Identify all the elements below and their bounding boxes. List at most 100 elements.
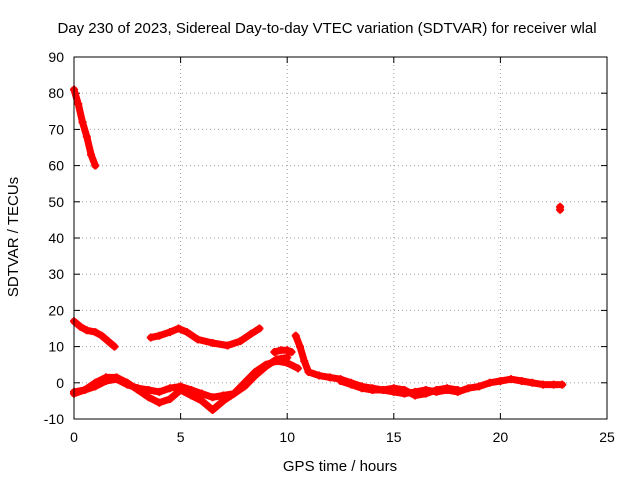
data-point xyxy=(389,384,398,393)
data-point xyxy=(293,364,302,373)
data-point xyxy=(255,324,264,333)
data-point xyxy=(208,405,217,414)
data-point xyxy=(496,376,505,385)
data-point xyxy=(144,386,153,395)
data-point xyxy=(87,150,96,159)
data-point xyxy=(91,328,100,337)
x-tick-label: 20 xyxy=(493,429,509,445)
data-point xyxy=(507,375,516,384)
data-point xyxy=(155,398,164,407)
y-tick-label: -10 xyxy=(44,411,64,427)
data-point xyxy=(187,386,196,395)
data-point xyxy=(315,371,324,380)
data-point xyxy=(528,378,537,387)
y-tick-label: 40 xyxy=(48,230,64,246)
chart-title: Day 230 of 2023, Sidereal Day-to-day VTE… xyxy=(57,20,596,37)
data-point xyxy=(336,376,345,385)
y-tick-label: 90 xyxy=(48,49,64,65)
data-point xyxy=(556,202,565,211)
data-point xyxy=(432,386,441,395)
data-point xyxy=(219,391,228,400)
data-point xyxy=(325,373,334,382)
data-series-arc-7 xyxy=(292,332,566,398)
data-point xyxy=(97,331,106,340)
data-point xyxy=(291,331,300,340)
data-point xyxy=(300,357,309,366)
data-point xyxy=(272,355,281,364)
data-point xyxy=(82,132,91,141)
x-tick-label: 25 xyxy=(599,429,615,445)
tick-labels: 0 5 10 15 20 25 -10 0 10 20 30 40 50 60 70 80 90 xyxy=(44,49,615,445)
plot-frame xyxy=(73,56,608,420)
data-point xyxy=(246,329,255,338)
data-point xyxy=(475,382,484,391)
data-point xyxy=(283,346,292,355)
data-point xyxy=(453,386,462,395)
data-point xyxy=(144,393,153,402)
data-point xyxy=(517,376,526,385)
data-point xyxy=(165,395,174,404)
data-point xyxy=(283,353,292,362)
y-tick-label: 0 xyxy=(56,375,64,391)
data-point xyxy=(229,389,238,398)
data-point xyxy=(464,384,473,393)
data-point xyxy=(193,335,202,344)
data-point xyxy=(357,384,366,393)
x-tick-label: 10 xyxy=(279,429,295,445)
data-point xyxy=(295,342,304,351)
y-tick-label: 80 xyxy=(48,85,64,101)
data-point xyxy=(110,342,119,351)
data-point xyxy=(251,371,260,380)
x-tick-label: 0 xyxy=(70,429,78,445)
data-point xyxy=(270,348,279,357)
data-point xyxy=(485,378,494,387)
y-axis-title: SDTVAR / TECUs xyxy=(5,177,22,297)
data-point xyxy=(197,396,206,405)
data-point xyxy=(558,380,567,389)
y-tick-label: 10 xyxy=(48,339,64,355)
data-point xyxy=(165,384,174,393)
data-point xyxy=(347,380,356,389)
data-point xyxy=(549,380,558,389)
data-point xyxy=(539,380,548,389)
data-point xyxy=(208,338,217,347)
data-point xyxy=(240,382,249,391)
x-tick-label: 15 xyxy=(386,429,402,445)
data-point xyxy=(80,386,89,395)
data-point xyxy=(165,328,174,337)
data-point xyxy=(182,328,191,337)
grid-lines xyxy=(74,57,607,419)
data-point xyxy=(104,337,113,346)
data-point xyxy=(112,375,121,384)
data-point xyxy=(236,337,245,346)
data-point xyxy=(146,333,155,342)
y-tick-label: 60 xyxy=(48,158,64,174)
data-point xyxy=(261,362,270,371)
y-tick-label: 20 xyxy=(48,302,64,318)
data-point xyxy=(78,118,87,127)
data-point xyxy=(379,386,388,395)
x-tick-label: 5 xyxy=(177,429,185,445)
data-point xyxy=(411,391,420,400)
data-point xyxy=(74,100,83,109)
y-tick-label: 70 xyxy=(48,121,64,137)
data-point xyxy=(101,376,110,385)
data-point xyxy=(400,386,409,395)
data-point xyxy=(304,367,313,376)
data-point xyxy=(443,384,452,393)
data-point xyxy=(208,393,217,402)
data-point xyxy=(368,386,377,395)
y-tick-label: 30 xyxy=(48,266,64,282)
data-point xyxy=(91,382,100,391)
data-point xyxy=(91,161,100,170)
data-point xyxy=(133,384,142,393)
axis-ticks xyxy=(73,56,608,420)
data-series xyxy=(70,85,567,414)
data-point xyxy=(155,331,164,340)
y-tick-label: 50 xyxy=(48,194,64,210)
data-point xyxy=(155,387,164,396)
data-point xyxy=(82,326,91,335)
data-point xyxy=(176,382,185,391)
data-point xyxy=(174,324,183,333)
